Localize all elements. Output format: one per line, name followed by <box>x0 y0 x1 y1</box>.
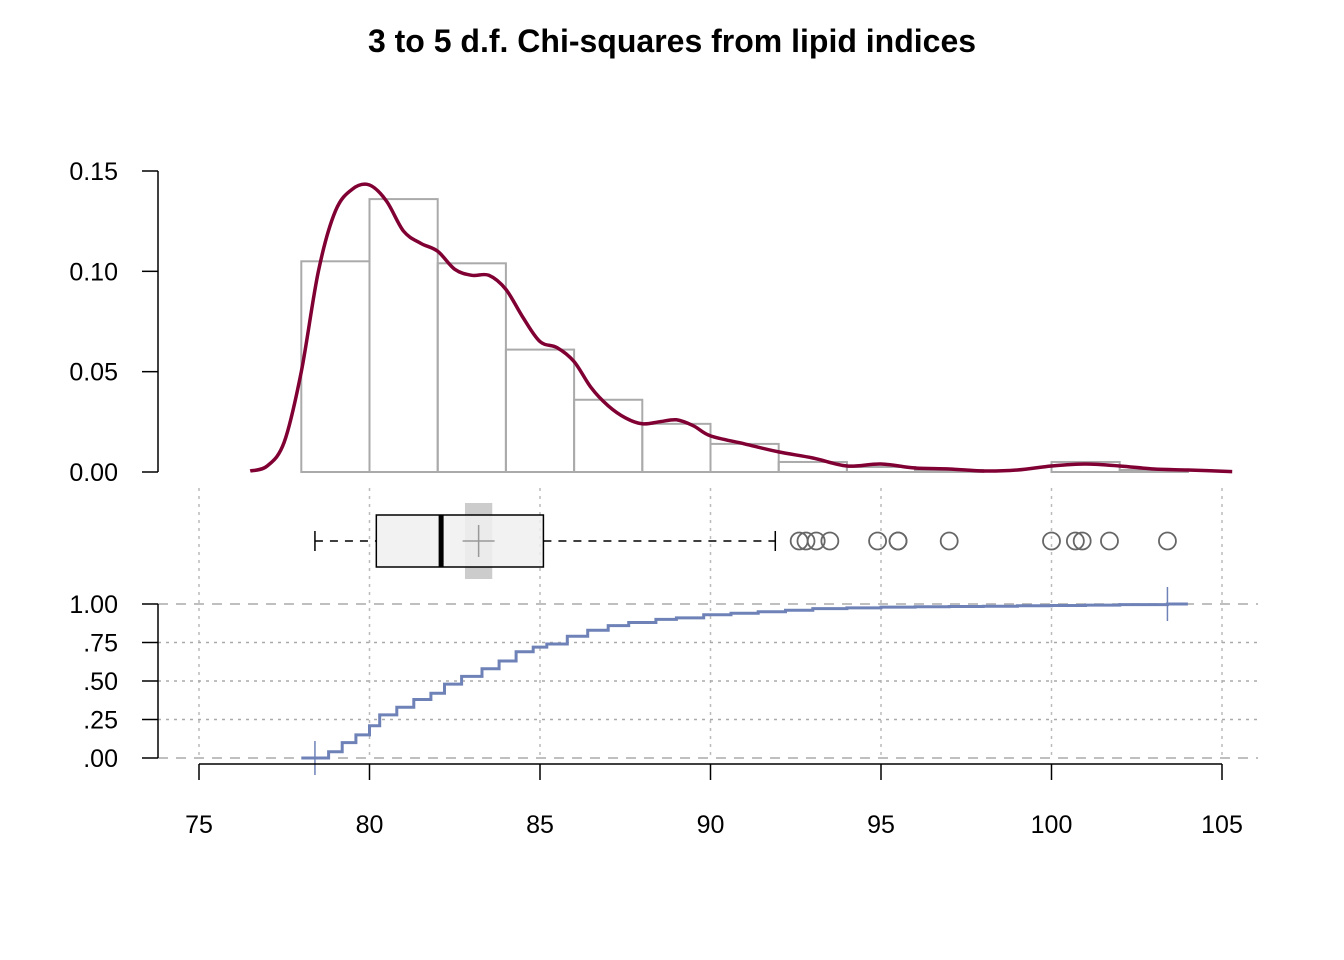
outlier-point <box>1072 531 1092 551</box>
outlier-point <box>796 531 816 551</box>
histogram-bar <box>300 260 371 473</box>
ecdf-panel <box>301 587 1188 775</box>
grid-layer <box>158 488 1258 759</box>
x-tick-label: 100 <box>1031 811 1073 839</box>
ecdf-line <box>301 602 1188 760</box>
outlier-point <box>1100 531 1119 551</box>
histogram-y-tick-label: 0.10 <box>69 258 118 286</box>
x-tick-label: 75 <box>185 811 213 839</box>
histogram-bar <box>368 198 439 474</box>
outlier-point <box>820 531 840 551</box>
ecdf-y-tick-label: .25 <box>83 707 118 735</box>
boxplot <box>314 503 1177 579</box>
x-tick-label: 85 <box>526 811 554 839</box>
x-tick-label: 80 <box>356 811 384 839</box>
histogram-y-tick-label: 0.15 <box>69 158 118 186</box>
interquartile-box <box>375 514 545 568</box>
ecdf-y-tick-label: .50 <box>83 668 118 696</box>
outlier-point <box>1158 531 1177 551</box>
density-curve <box>249 182 1233 474</box>
histogram-bar <box>573 398 644 474</box>
outlier-point <box>1042 531 1061 551</box>
ecdf-y-tick-label: 1.00 <box>69 591 118 619</box>
x-tick-label: 90 <box>697 811 725 839</box>
density-layer <box>249 182 1233 474</box>
outlier-point <box>888 531 908 551</box>
outlier-point <box>806 531 826 551</box>
chart-title: 3 to 5 d.f. Chi-squares from lipid indic… <box>368 23 976 59</box>
histogram <box>300 198 1189 474</box>
axes: 0.00 0.05 0.10 0.15 .00 .25 .50 .75 1.00 75 80 85 90… <box>69 158 1243 839</box>
x-tick-label: 105 <box>1201 811 1243 839</box>
x-tick-label: 95 <box>867 811 895 839</box>
ecdf-y-tick-label: .00 <box>83 745 118 773</box>
histogram-bar <box>504 348 576 473</box>
histogram-y-tick-label: 0.00 <box>69 459 118 487</box>
histogram-bar <box>436 262 507 473</box>
outlier-point <box>939 531 959 551</box>
outlier-point <box>868 531 887 551</box>
outlier-point <box>1065 531 1085 551</box>
histogram-y-tick-label: 0.05 <box>69 359 118 387</box>
ecdf-y-tick-label: .75 <box>83 630 118 658</box>
